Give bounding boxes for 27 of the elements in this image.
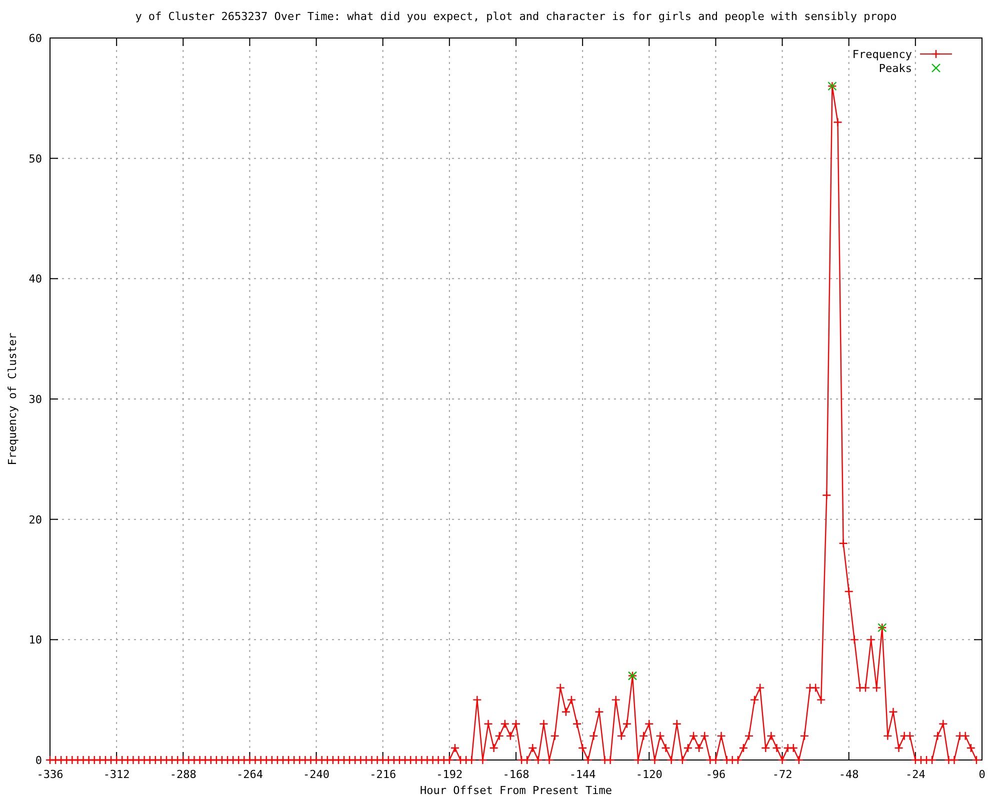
legend-label: Peaks — [878, 62, 912, 75]
y-tick-label: 10 — [28, 634, 42, 647]
chart-title: y of Cluster 2653237 Over Time: what did you expect, plot and character is for girls and people with sensibly propo — [135, 10, 897, 23]
x-tick-label: -72 — [772, 768, 792, 781]
x-axis-title: Hour Offset From Present Time — [420, 784, 612, 797]
x-tick-label: -312 — [103, 768, 130, 781]
x-tick-label: -24 — [905, 768, 926, 781]
x-tick-label: 0 — [978, 768, 986, 781]
x-tick-label: -192 — [436, 768, 463, 781]
y-tick-label: 60 — [28, 32, 42, 45]
y-tick-label: 50 — [28, 152, 42, 166]
y-tick-label: 40 — [28, 272, 42, 286]
x-tick-label: -264 — [236, 768, 264, 781]
x-tick-label: -240 — [303, 768, 330, 781]
y-axis-title: Frequency of Cluster — [6, 332, 19, 466]
y-tick-label: 0 — [35, 754, 42, 767]
x-tick-label: -48 — [838, 768, 859, 781]
x-tick-label: -120 — [636, 768, 662, 781]
x-tick-label: -288 — [170, 768, 196, 781]
x-tick-label: -168 — [502, 768, 530, 781]
legend-label: Frequency — [852, 48, 912, 61]
x-tick-label: -336 — [36, 768, 64, 781]
y-tick-label: 20 — [28, 513, 42, 526]
y-tick-label: 30 — [28, 393, 42, 406]
x-tick-label: -144 — [569, 768, 596, 781]
x-tick-label: -216 — [370, 768, 396, 781]
x-tick-label: -96 — [706, 768, 726, 781]
